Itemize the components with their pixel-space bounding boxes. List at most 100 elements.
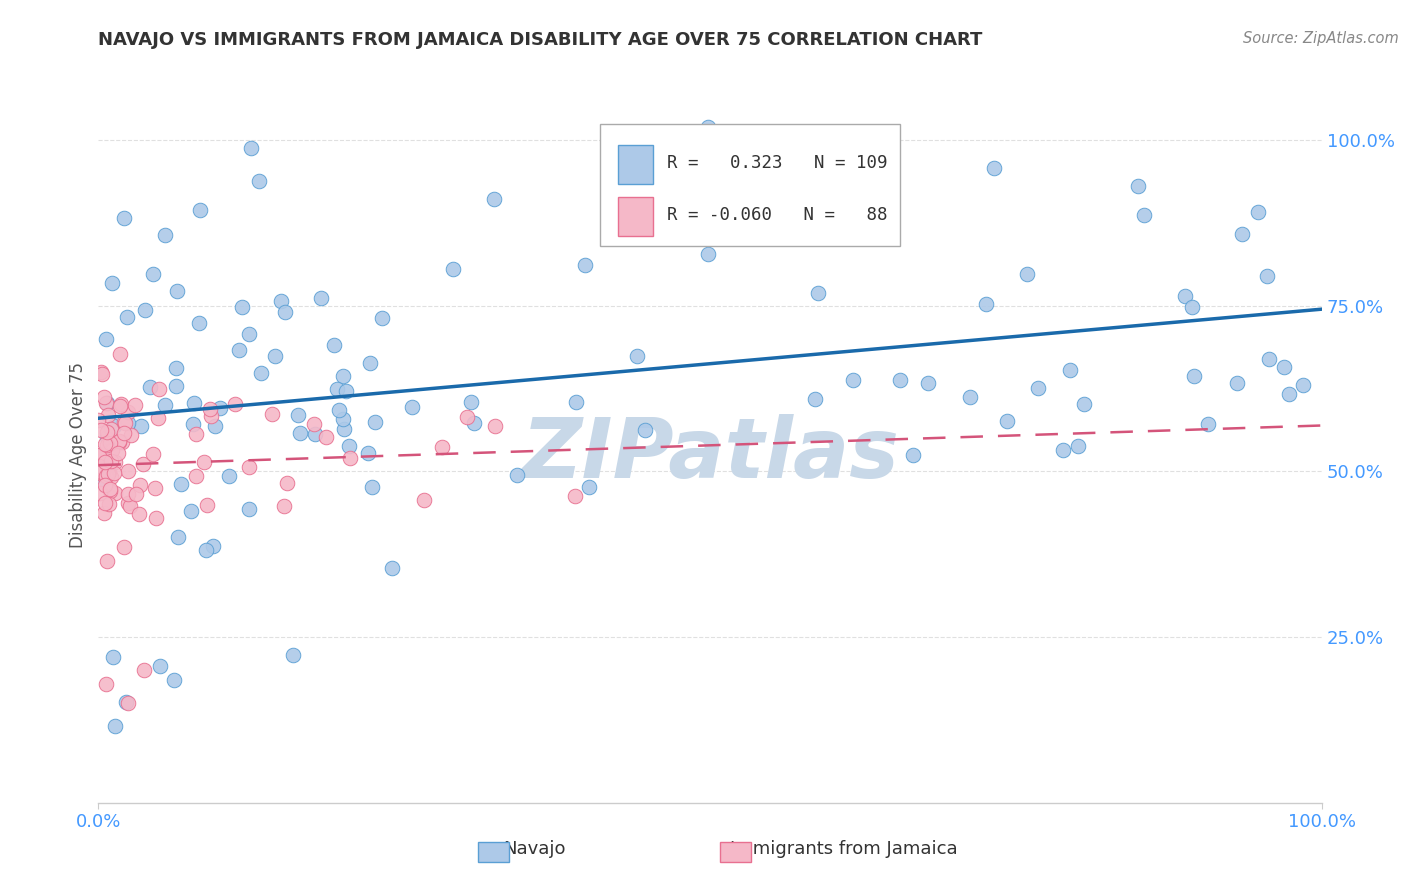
Point [506,468,529,483]
Text: Source: ZipAtlas.com: Source: ZipAtlas.com [1243,31,1399,46]
Point [716,155,738,169]
Point [238,326,260,341]
Point [273,500,295,514]
Point [94,469,117,483]
Point [97,454,120,468]
Point [124,398,146,412]
Point [335,384,357,398]
Point [87,474,110,488]
Point [332,368,354,383]
Point [183,395,205,409]
Point [138,380,160,394]
Point [290,425,312,440]
Point [104,485,127,500]
Point [204,419,226,434]
Point [260,407,283,421]
Point [134,663,156,677]
Point [143,481,166,495]
Point [94,332,117,346]
Point [326,382,349,396]
Point [574,259,596,273]
Point [337,439,360,453]
Point [89,486,111,500]
Point [170,477,193,491]
Point [93,506,115,520]
Point [482,193,505,207]
Point [1067,439,1090,453]
Point [114,211,136,225]
Point [807,286,830,301]
Point [93,390,115,404]
Point [103,650,125,665]
Text: R = -0.060   N =   88: R = -0.060 N = 88 [668,206,887,224]
Point [238,501,260,516]
Point [94,676,117,690]
Point [165,379,187,393]
Point [339,451,361,466]
Y-axis label: Disability Age Over 75: Disability Age Over 75 [69,362,87,548]
Point [148,382,170,396]
Point [1230,227,1253,241]
Point [247,174,270,188]
Point [1272,359,1295,374]
Point [101,442,124,457]
Point [1015,267,1038,281]
Point [1247,205,1270,219]
Point [110,397,132,411]
Point [1073,396,1095,410]
Point [91,367,114,381]
Point [1197,417,1219,432]
Point [146,410,169,425]
Point [94,478,117,492]
Point [111,435,134,450]
Point [626,349,648,363]
Point [117,310,139,324]
Text: ZIPatlas: ZIPatlas [522,415,898,495]
Point [193,454,215,468]
Point [97,409,120,423]
Point [1182,369,1205,384]
Text: NAVAJO VS IMMIGRANTS FROM JAMAICA DISABILITY AGE OVER 75 CORRELATION CHART: NAVAJO VS IMMIGRANTS FROM JAMAICA DISABI… [98,31,983,49]
Text: Navajo: Navajo [503,840,565,858]
Point [1256,268,1278,283]
Point [129,478,152,492]
Point [165,361,187,376]
Point [565,395,588,409]
Point [91,467,114,482]
Point [89,448,111,462]
Point [134,302,156,317]
Point [430,440,453,454]
Point [1181,300,1204,314]
Point [264,349,287,363]
Point [96,430,118,444]
Point [104,455,127,469]
Point [634,423,657,437]
Point [889,373,911,387]
Point [696,120,718,134]
Point [1059,362,1081,376]
Point [198,402,221,417]
Point [359,356,381,370]
Point [209,401,232,415]
Point [90,465,112,479]
Point [117,405,139,419]
Point [97,467,120,482]
Point [578,480,600,494]
Point [96,396,118,410]
Point [186,426,208,441]
Point [1258,352,1281,367]
Point [108,434,131,449]
Point [97,436,120,450]
Point [484,419,506,434]
Point [463,416,485,430]
Point [98,484,121,499]
Point [188,202,211,217]
Point [181,417,204,431]
Point [142,267,165,281]
Point [120,428,142,442]
Point [115,695,138,709]
Point [1052,442,1074,457]
Point [983,161,1005,175]
Point [322,337,344,351]
Point [97,497,120,511]
